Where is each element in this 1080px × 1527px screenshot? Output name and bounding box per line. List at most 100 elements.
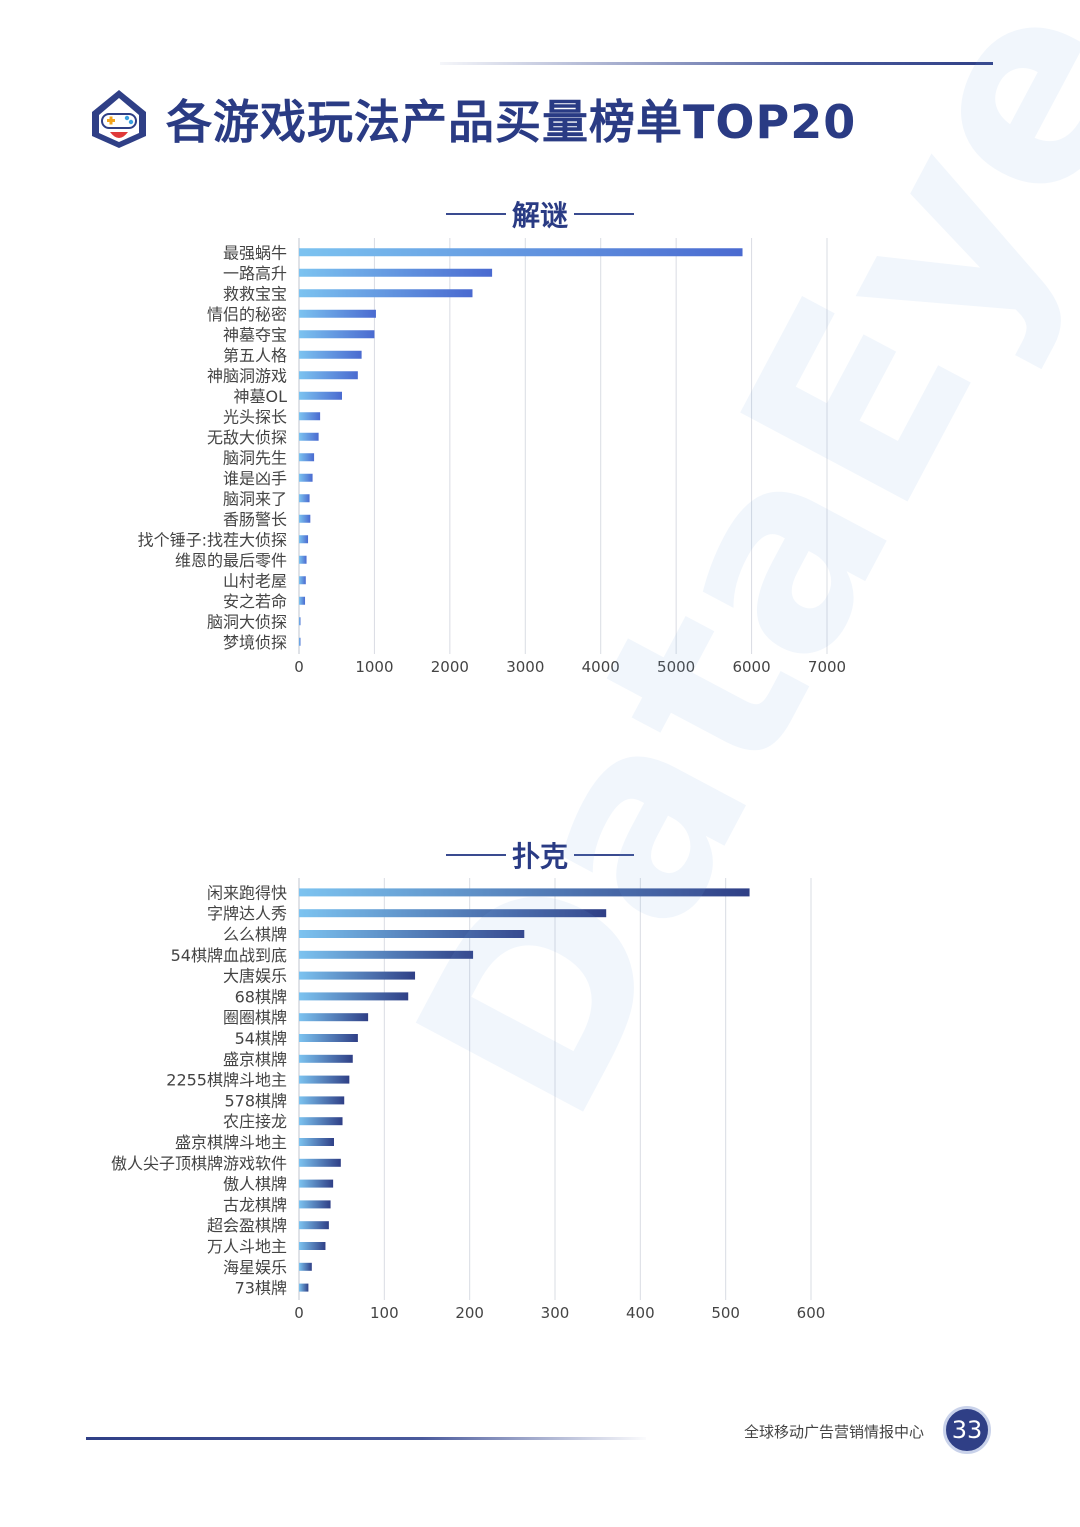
category-label: 圈圈棋牌	[223, 1008, 287, 1027]
x-tick-label: 100	[370, 1304, 399, 1322]
x-tick-label: 6000	[732, 658, 770, 676]
bar	[299, 1138, 334, 1146]
bar	[299, 950, 474, 959]
category-label: 脑洞来了	[223, 489, 287, 508]
bar	[299, 514, 311, 523]
bar	[299, 596, 306, 605]
x-tick-label: 1000	[355, 658, 393, 676]
x-tick-label: 0	[294, 658, 304, 676]
gamepad-logo-icon	[92, 90, 146, 148]
category-label: 字牌达人秀	[207, 904, 287, 923]
category-label: 山村老屋	[223, 571, 287, 590]
x-tick-label: 400	[626, 1304, 655, 1322]
bar	[299, 309, 376, 318]
bar	[299, 1179, 334, 1188]
bar	[299, 1221, 329, 1230]
category-label: 盛京棋牌	[223, 1050, 287, 1069]
bar	[299, 494, 310, 503]
bar	[299, 1075, 350, 1084]
bar	[299, 350, 362, 359]
category-label: 光头探长	[223, 407, 287, 426]
category-label: 578棋牌	[224, 1091, 287, 1110]
x-tick-label: 2000	[431, 658, 469, 676]
bar	[299, 1034, 358, 1042]
bar	[299, 371, 358, 380]
category-label: 香肠警长	[223, 510, 287, 529]
bar	[299, 909, 607, 918]
bar	[299, 930, 525, 938]
bar	[299, 330, 375, 339]
category-label: 73棋牌	[235, 1279, 287, 1298]
page-number-badge: 33	[943, 1406, 991, 1454]
x-tick-label: 4000	[582, 658, 620, 676]
bar	[299, 1200, 331, 1209]
category-label: 救救宝宝	[223, 284, 287, 303]
category-label: 么么棋牌	[223, 925, 287, 944]
bar	[299, 453, 315, 462]
bar	[299, 555, 307, 564]
heading-right-rule	[574, 854, 634, 856]
category-label: 神脑洞游戏	[207, 366, 287, 385]
bar	[299, 637, 301, 646]
footer-text: 全球移动广告营销情报中心	[743, 1423, 924, 1441]
bar	[299, 1013, 369, 1022]
x-tick-label: 7000	[808, 658, 846, 676]
top-rule	[440, 62, 993, 65]
category-label: 情侣的秘密	[207, 305, 287, 324]
puzzle-chart-heading: 解谜	[0, 194, 1080, 234]
x-tick-label: 200	[455, 1304, 484, 1322]
category-label: 2255棋牌斗地主	[166, 1071, 287, 1090]
category-label: 海星娱乐	[223, 1258, 287, 1277]
category-label: 谁是凶手	[223, 469, 287, 488]
x-tick-label: 600	[797, 1304, 826, 1322]
poker-chart-heading: 扑克	[0, 835, 1080, 875]
heading-left-rule	[445, 854, 506, 856]
category-label: 一路高升	[223, 264, 287, 283]
bar	[299, 391, 342, 400]
heading-right-rule	[574, 213, 634, 215]
category-label: 安之若命	[223, 592, 287, 611]
category-label: 超会盈棋牌	[207, 1216, 287, 1235]
bar	[299, 1117, 343, 1126]
heading-left-rule	[445, 213, 506, 215]
bar	[299, 1054, 353, 1063]
bar	[299, 617, 301, 626]
bar	[299, 248, 743, 257]
page-title: 各游戏玩法产品买量榜单TOP20	[166, 95, 857, 149]
bar	[299, 1158, 341, 1167]
category-label: 闲来跑得快	[207, 883, 287, 902]
category-label: 第五人格	[223, 346, 287, 365]
bar	[299, 412, 321, 421]
category-label: 傲人棋牌	[223, 1175, 287, 1194]
category-label: 古龙棋牌	[223, 1195, 287, 1214]
category-label: 傲人尖子顶棋牌游戏软件	[111, 1154, 287, 1173]
poker-chart-title: 扑克	[511, 840, 568, 873]
category-label: 维恩的最后零件	[175, 551, 287, 570]
bar	[299, 473, 313, 482]
puzzle-chart: 0 1000 2000 3000 4000 5000 6000 7000 最强蜗牛一路高升 救救宝…	[0, 236, 1080, 686]
bar	[299, 888, 750, 897]
category-label: 大唐娱乐	[223, 967, 287, 986]
category-label: 脑洞先生	[223, 448, 287, 467]
category-label: 54棋牌	[235, 1029, 287, 1048]
x-tick-label: 5000	[657, 658, 695, 676]
category-label: 找个锤子:找茬大侦探	[138, 530, 287, 549]
bar	[299, 992, 409, 1001]
category-label: 最强蜗牛	[223, 243, 287, 262]
bar	[299, 1096, 345, 1105]
bar	[299, 432, 319, 441]
category-label: 农庄接龙	[223, 1112, 287, 1131]
category-label: 脑洞大侦探	[207, 612, 287, 631]
bar	[299, 289, 473, 298]
category-label: 神墓夺宝	[223, 325, 287, 344]
category-label: 68棋牌	[235, 987, 287, 1006]
category-label: 54棋牌血战到底	[171, 946, 287, 965]
bar	[299, 1242, 326, 1250]
category-label: 盛京棋牌斗地主	[175, 1133, 287, 1152]
x-tick-label: 3000	[506, 658, 544, 676]
puzzle-bar-chart: 0 1000 2000 3000 4000 5000 6000 7000 最强蜗牛一路高升救救宝…	[138, 238, 846, 676]
category-label: 梦境侦探	[223, 633, 287, 652]
bar	[299, 1262, 312, 1271]
x-tick-label: 0	[294, 1304, 304, 1322]
bar	[299, 268, 493, 277]
